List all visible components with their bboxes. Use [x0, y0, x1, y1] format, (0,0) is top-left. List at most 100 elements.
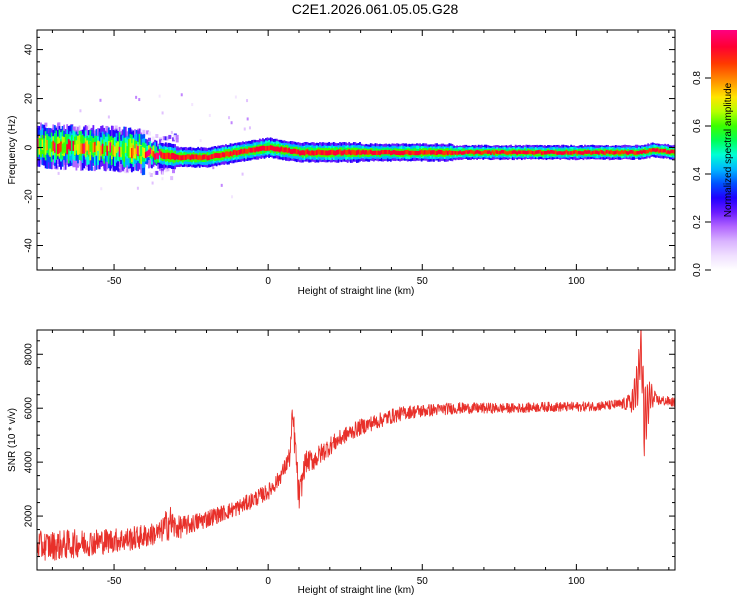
y-tick-label: 2000 [24, 505, 35, 528]
heatmap-cell [200, 155, 203, 161]
heatmap-cell [371, 150, 374, 156]
heatmap-cell [645, 150, 648, 154]
heatmap-cell [191, 103, 194, 107]
heatmap-cell [105, 125, 109, 130]
heatmap-cell [214, 153, 217, 158]
heatmap-cell [664, 148, 667, 153]
heatmap-cell [565, 149, 568, 154]
heatmap-cell [638, 150, 640, 155]
heatmap-cell [171, 169, 175, 174]
heatmap-cell [83, 143, 86, 154]
heatmap-cell [152, 151, 155, 158]
heatmap-cell [292, 148, 295, 154]
heatmap-cell [630, 150, 633, 154]
heatmap-cell [359, 150, 361, 156]
heatmap-cell [582, 151, 585, 155]
heatmap-cell [662, 149, 665, 153]
heatmap-cell [246, 117, 249, 121]
heatmap-cell [208, 113, 211, 117]
heatmap-cell [485, 150, 488, 154]
heatmap-cell [151, 136, 155, 141]
heatmap-cell [342, 150, 344, 156]
heatmap-cell [134, 148, 136, 159]
heatmap-cell [220, 152, 223, 158]
heatmap-cell [388, 149, 391, 155]
colorbar-tick-label: 0.8 [692, 71, 703, 85]
x-tick-label: -50 [107, 576, 122, 587]
heatmap-cell [159, 139, 163, 144]
heatmap-cell [668, 150, 671, 155]
heatmap-cell [634, 151, 637, 155]
colorbar-ticks: 0.0 0.2 0.4 0.6 0.8 [692, 71, 711, 277]
heatmap-cell [349, 150, 352, 156]
heatmap-cell [573, 150, 576, 154]
heatmap-cell [57, 122, 61, 127]
heatmap-cell [621, 150, 623, 154]
heatmap-cell [153, 170, 157, 175]
heatmap-cell [57, 171, 60, 175]
heatmap-cell [103, 145, 106, 156]
heatmap-cell [172, 153, 175, 160]
heatmap-cell [411, 150, 414, 155]
heatmap-cell [587, 150, 589, 154]
heatmap-cell [457, 151, 460, 155]
heatmap-cell [248, 126, 251, 130]
heatmap-cell [160, 140, 164, 145]
heatmap-cell [366, 150, 369, 155]
heatmap-cell [75, 140, 78, 151]
heatmap-cell [160, 151, 163, 158]
heatmap-cell [151, 149, 153, 156]
heatmap-cell [559, 151, 562, 155]
heatmap-cell [158, 149, 161, 156]
heatmap-cell [55, 139, 58, 150]
heatmap-cell [372, 150, 375, 156]
heatmap-cell [500, 149, 503, 154]
heatmap-cell [542, 151, 545, 155]
heatmap-cell [109, 142, 112, 153]
heatmap-cell [604, 151, 606, 155]
y-tick-label: 8000 [24, 343, 35, 366]
heatmap-cell [429, 150, 432, 155]
colorbar-label: Normalized spectral amplitude [723, 82, 734, 217]
heatmap-cell [670, 149, 673, 154]
heatmap-cell [166, 152, 169, 159]
snr-y-axis-label: SNR (10 * v/v) [7, 408, 18, 472]
heatmap-cell [659, 148, 662, 153]
heatmap-cell [142, 129, 146, 134]
heatmap-cell [169, 153, 172, 160]
heatmap-cell [232, 150, 235, 156]
heatmap-cell [148, 171, 151, 175]
heatmap-cell [548, 150, 551, 155]
snr-series-line [37, 330, 675, 561]
heatmap-cell [98, 142, 101, 153]
heatmap-cell [389, 150, 392, 156]
heatmap-cell [585, 150, 588, 154]
heatmap-cell [158, 94, 161, 98]
heatmap-cell [392, 149, 395, 155]
heatmap-cell [557, 151, 560, 155]
heatmap-cell [648, 148, 651, 152]
heatmap-cell [667, 150, 670, 154]
heatmap-cell [255, 146, 258, 152]
heatmap-cell [177, 154, 180, 160]
heatmap-cell [627, 151, 630, 155]
heatmap-cell [208, 155, 210, 161]
snr-frame [36, 329, 676, 571]
heatmap-cell [274, 146, 277, 152]
heatmap-cell [400, 150, 403, 155]
y-tick-label: -20 [24, 189, 35, 204]
spectrogram-heatmap [37, 93, 675, 199]
heatmap-cell [175, 154, 178, 160]
heatmap-cell [246, 99, 249, 103]
heatmap-cell [80, 143, 82, 154]
figure-title: C2E1.2026.061.05.05.G28 [292, 1, 459, 17]
heatmap-cell [251, 147, 254, 153]
heatmap-cell [115, 142, 118, 154]
heatmap-cell [234, 95, 237, 99]
heatmap-cell [594, 150, 597, 154]
heatmap-cell [309, 150, 312, 156]
heatmap-cell [95, 145, 98, 156]
heatmap-cell [471, 150, 474, 154]
heatmap-cell [326, 150, 329, 156]
heatmap-cell [402, 150, 405, 156]
